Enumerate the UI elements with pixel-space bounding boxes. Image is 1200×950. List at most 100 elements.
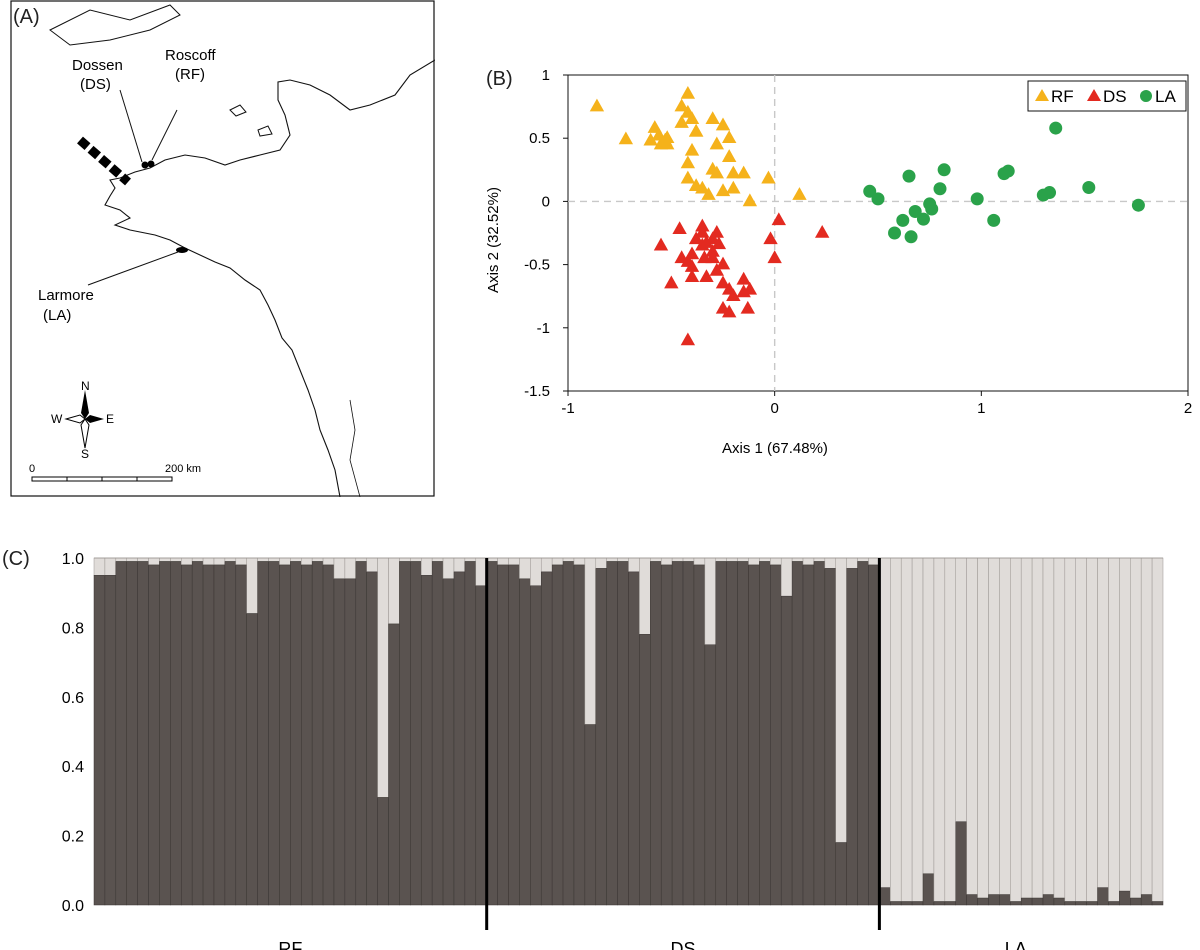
bar-segment-light	[399, 557, 411, 562]
compass-s: S	[81, 447, 89, 461]
bar-segment-dark	[311, 561, 324, 906]
bar-segment-dark	[868, 564, 880, 906]
bar-segment-light	[311, 557, 324, 562]
bar-segment-dark	[704, 644, 717, 906]
bar-segment-light	[431, 557, 444, 562]
pca-point-rf	[688, 123, 704, 137]
pca-scatter-chart: -1 0 1 2 1 0.5 0 -0.5 -1 -1.5 RF DS LA Axis 1 (67.4…	[485, 67, 1192, 457]
bar-segment-light	[639, 557, 651, 635]
bar-segment-dark	[573, 564, 586, 906]
bar-segment-dark	[442, 578, 455, 906]
bar-segment-light	[1119, 557, 1131, 892]
legend-label-la: LA	[1155, 87, 1176, 106]
bar-segment-dark	[879, 887, 891, 906]
pca-point-ds	[664, 275, 679, 289]
bar-segment-dark	[290, 561, 302, 906]
bar-segment-dark	[660, 564, 673, 906]
bar-segment-dark	[671, 561, 684, 906]
pca-point-rf	[726, 180, 741, 194]
bar-segment-dark	[606, 561, 618, 906]
pca-point-la	[888, 226, 902, 240]
bar-segment-dark	[824, 568, 837, 906]
bar-segment-dark	[900, 901, 913, 906]
pca-point-ds	[715, 256, 731, 270]
bar-segment-light	[148, 557, 160, 566]
coastline-main	[104, 59, 435, 497]
bar-segment-dark	[791, 561, 804, 906]
bar-segment-dark	[344, 578, 357, 906]
pca-point-rf	[674, 115, 689, 128]
bar-segment-light	[486, 557, 498, 562]
bar-segment-light	[115, 557, 127, 562]
pca-point-la	[1082, 180, 1096, 194]
pca-point-rf	[722, 130, 737, 143]
bar-segment-light	[584, 557, 597, 725]
bar-segment-dark	[246, 613, 258, 906]
bar-segment-light	[1031, 557, 1044, 899]
pca-point-la	[1001, 164, 1015, 178]
bar-segment-light	[671, 557, 684, 562]
bar-group-dividers	[485, 558, 881, 930]
bar-segment-light	[170, 557, 182, 562]
bar-segment-dark	[420, 575, 433, 906]
bar-segment-light	[442, 557, 455, 580]
pca-point-rf	[684, 142, 700, 156]
pca-point-la	[987, 213, 1001, 227]
bar-segment-light	[726, 557, 738, 562]
bar-segment-light	[497, 557, 509, 566]
bar-segment-dark	[202, 564, 215, 906]
bar-segment-dark	[1086, 901, 1098, 906]
map-svg: Dossen (DS) Roscoff (RF) Larmore (LA) N …	[10, 0, 435, 497]
bar-segment-dark	[551, 564, 564, 906]
bar-segment-light	[1042, 557, 1055, 895]
bar-segment-dark	[650, 561, 662, 906]
bar-segment-dark	[115, 561, 127, 906]
bar-segment-light	[322, 557, 335, 566]
pca-point-rf	[742, 193, 758, 207]
pca-x-tick-label: -1	[561, 400, 574, 417]
pca-point-rf	[792, 187, 807, 200]
pca-point-rf	[680, 155, 696, 169]
pca-x-tick-label: 0	[770, 400, 778, 417]
bar-segment-dark	[399, 561, 411, 906]
pca-point-rf	[684, 111, 700, 125]
bar-segment-light	[835, 557, 847, 843]
map-panel: Dossen (DS) Roscoff (RF) Larmore (LA) N …	[10, 0, 435, 497]
bar-segment-light	[1020, 557, 1033, 899]
label-roscoff-code: (RF)	[175, 66, 205, 83]
coastline-inner	[349, 399, 361, 497]
bar-segment-light	[900, 557, 913, 902]
bar-segment-dark	[857, 561, 869, 906]
pca-legend: RF DS LA	[1027, 80, 1187, 112]
pca-y-tick-label: -1	[537, 320, 550, 337]
leader-larmore	[87, 251, 179, 286]
pca-point-la	[871, 192, 885, 206]
bar-segment-light	[650, 557, 662, 562]
coastline-north	[49, 4, 181, 46]
bar-segment-dark	[126, 561, 138, 906]
pca-point-rf	[705, 111, 720, 125]
panel-label-b: (B)	[486, 68, 513, 90]
pca-point-ds	[767, 250, 782, 264]
bar-segment-dark	[682, 561, 695, 906]
pca-point-rf	[709, 165, 724, 179]
bar-segment-dark	[770, 564, 782, 906]
bar-segment-dark	[628, 571, 640, 906]
group-label-rf: RF	[278, 939, 302, 950]
bar-segment-light	[1130, 557, 1142, 899]
bar-segment-dark	[322, 564, 335, 906]
structure-bar-chart: 0.0 0.2 0.4 0.6 0.8 1.0 RF DS LA	[62, 551, 1164, 950]
bar-segment-dark	[1151, 901, 1164, 906]
bar-segment-dark	[955, 821, 967, 906]
bar-segment-light	[693, 557, 706, 566]
pca-point-la	[937, 163, 951, 177]
bar-segment-light	[246, 557, 258, 614]
pca-point-la	[925, 202, 939, 216]
bar-segment-light	[911, 557, 924, 902]
bar-segment-light	[159, 557, 171, 562]
pca-point-ds	[740, 300, 755, 314]
bar-segment-light	[181, 557, 193, 566]
pca-point-ds	[722, 304, 737, 318]
bar-segment-dark	[1097, 887, 1109, 906]
bar-segment-dark	[693, 564, 706, 906]
